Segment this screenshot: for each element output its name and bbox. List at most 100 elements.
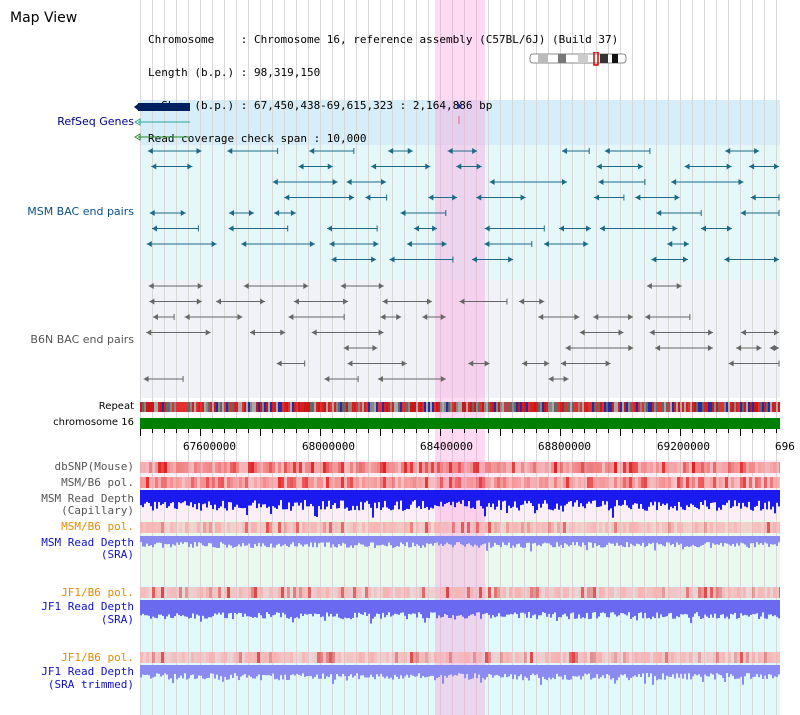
heat-cell <box>392 462 395 473</box>
track-label-b6n-bac[interactable]: B6N BAC end pairs <box>30 333 134 346</box>
bac-end-marker <box>740 210 746 216</box>
depth-bar <box>314 536 316 543</box>
track-label-repeat[interactable]: Repeat <box>98 401 134 412</box>
depth-bar <box>206 536 208 547</box>
track-label-dbsnp[interactable]: dbSNP(Mouse) <box>54 460 134 473</box>
b6n-bac-features[interactable] <box>140 280 780 398</box>
depth-bar <box>466 600 468 619</box>
dbsnp-heat-track[interactable] <box>140 462 780 473</box>
heat-cell <box>722 522 725 533</box>
depth-bar <box>632 600 634 618</box>
depth-bar <box>272 536 274 548</box>
track-label-jf1-b6-pol[interactable]: JF1/B6 pol. <box>61 586 134 599</box>
heat-cell <box>446 587 449 598</box>
depth-bar <box>750 490 752 510</box>
depth-bar <box>580 490 582 504</box>
track-label-jf1-depth-trim[interactable]: JF1 Read Depth <box>41 665 134 678</box>
depth-bar <box>524 665 526 677</box>
depth-bar <box>422 490 424 501</box>
track-label-jf1-b6-pol-2[interactable]: JF1/B6 pol. <box>61 651 134 664</box>
track-label-msm-depth-sra[interactable]: MSM Read Depth <box>41 536 134 549</box>
heat-cell <box>530 587 533 598</box>
depth-bar <box>242 536 244 543</box>
depth-bar <box>742 490 744 503</box>
heat-cell <box>326 587 329 598</box>
repeat-block <box>242 402 244 412</box>
heat-cell <box>146 587 149 598</box>
heat-cell <box>296 587 299 598</box>
repeat-block <box>574 402 576 412</box>
heat-cell <box>581 587 584 598</box>
depth-bar <box>692 600 694 617</box>
depth-bar <box>418 600 420 613</box>
repeat-block <box>532 402 534 412</box>
heat-cell <box>320 587 323 598</box>
track-label-msm-bac[interactable]: MSM BAC end pairs <box>27 205 134 218</box>
depth-bar <box>376 600 378 614</box>
depth-bar <box>166 665 168 675</box>
depth-bar <box>140 600 142 616</box>
depth-bar <box>756 490 758 506</box>
msm-depth-capillary-track[interactable] <box>140 490 780 520</box>
jf1-depth-trimmed-track[interactable] <box>140 665 780 689</box>
depth-bar <box>360 665 362 676</box>
heat-cell <box>215 522 218 533</box>
depth-bar <box>748 600 750 617</box>
depth-bar <box>458 490 460 502</box>
depth-bar <box>526 490 528 504</box>
depth-bar <box>576 600 578 619</box>
repeat-track[interactable] <box>140 402 780 412</box>
depth-bar <box>212 536 214 548</box>
track-label-jf1-depth-sra[interactable]: JF1 Read Depth <box>41 600 134 613</box>
heat-cell <box>374 462 377 473</box>
heat-cell <box>392 587 395 598</box>
repeat-block <box>478 402 480 412</box>
depth-bar <box>440 665 442 675</box>
depth-bar <box>464 490 466 507</box>
depth-bar <box>588 490 590 502</box>
depth-bar <box>666 536 668 543</box>
heat-cell <box>629 477 632 488</box>
jf1-b6-pol-2-heat-track[interactable] <box>140 652 780 663</box>
repeat-block <box>530 402 532 412</box>
repeat-block <box>224 402 226 412</box>
heat-cell <box>350 652 353 663</box>
repeat-block <box>326 402 328 412</box>
jf1-b6-pol-heat-track[interactable] <box>140 587 780 598</box>
depth-bar <box>614 490 616 507</box>
heat-cell <box>587 477 590 488</box>
heat-cell <box>698 522 701 533</box>
repeat-block <box>654 402 656 412</box>
heat-cell <box>650 477 653 488</box>
depth-bar <box>732 665 734 676</box>
depth-bar <box>702 490 704 505</box>
heat-cell <box>461 587 464 598</box>
depth-bar <box>436 536 438 543</box>
depth-bar <box>720 665 722 676</box>
repeat-block <box>500 402 502 412</box>
refseq-genes-track[interactable] <box>134 100 780 145</box>
msm-bac-features[interactable] <box>140 145 780 280</box>
jf1-depth-sra-track[interactable] <box>140 600 780 628</box>
msm-b6-pol-2-heat-track[interactable] <box>140 522 780 533</box>
repeat-block <box>430 402 432 412</box>
msm-depth-sra-track[interactable] <box>140 536 780 556</box>
depth-bar <box>186 665 188 680</box>
depth-bar <box>170 665 172 679</box>
track-label-msm-depth-cap[interactable]: MSM Read Depth <box>41 492 134 505</box>
depth-bar <box>528 490 530 501</box>
depth-bar <box>426 665 428 678</box>
track-label-msm-b6-pol-2[interactable]: MSM/B6 pol. <box>61 520 134 533</box>
chromosome-ideogram[interactable] <box>528 52 630 66</box>
heat-cell <box>362 652 365 663</box>
depth-bar <box>370 600 372 624</box>
track-label-msm-b6-pol[interactable]: MSM/B6 pol. <box>61 476 134 489</box>
heat-cell <box>233 462 236 473</box>
msm-b6-pol-heat-track[interactable] <box>140 477 780 488</box>
repeat-block <box>370 402 372 412</box>
repeat-block <box>172 402 174 412</box>
heat-cell <box>203 522 206 533</box>
track-label-refseq[interactable]: RefSeq Genes <box>57 115 134 128</box>
repeat-block <box>528 402 530 412</box>
heat-cell <box>629 522 632 533</box>
